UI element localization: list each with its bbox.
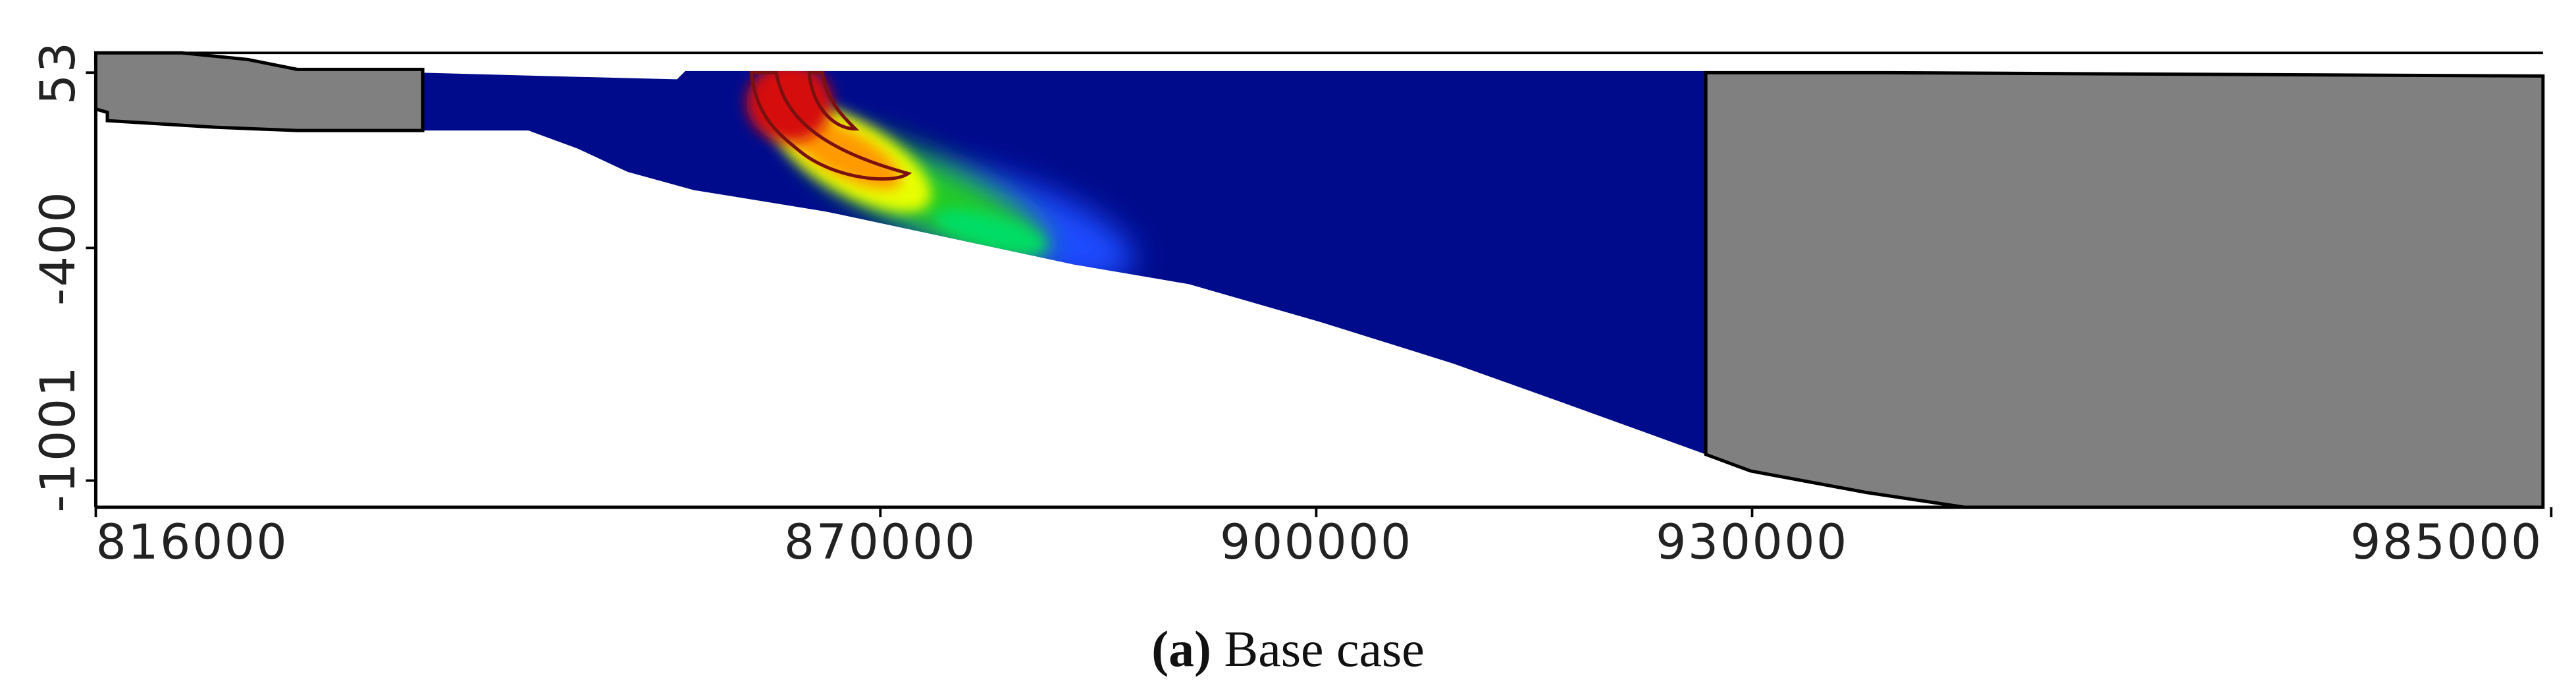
- caption-text: Base case: [1224, 621, 1424, 677]
- y-tick-label: -400: [30, 190, 86, 306]
- plume: [746, 70, 1134, 281]
- left-block: [93, 51, 425, 132]
- x-tick-label: 930000: [1656, 514, 1849, 570]
- caption: (a) Base case: [1151, 621, 1424, 677]
- right-block: [1704, 70, 2545, 509]
- x-tick-label: 985000: [2350, 514, 2543, 570]
- water-body: [423, 70, 1706, 455]
- x-tick-label: 900000: [1220, 514, 1413, 570]
- x-tick-label: 870000: [784, 514, 977, 570]
- section-shapes: [93, 51, 2545, 509]
- y-tick-label: -1001: [30, 365, 86, 513]
- x-tick-label: 816000: [95, 514, 288, 570]
- y-tick-label: 53: [30, 40, 86, 105]
- caption-label: (a): [1151, 621, 1211, 677]
